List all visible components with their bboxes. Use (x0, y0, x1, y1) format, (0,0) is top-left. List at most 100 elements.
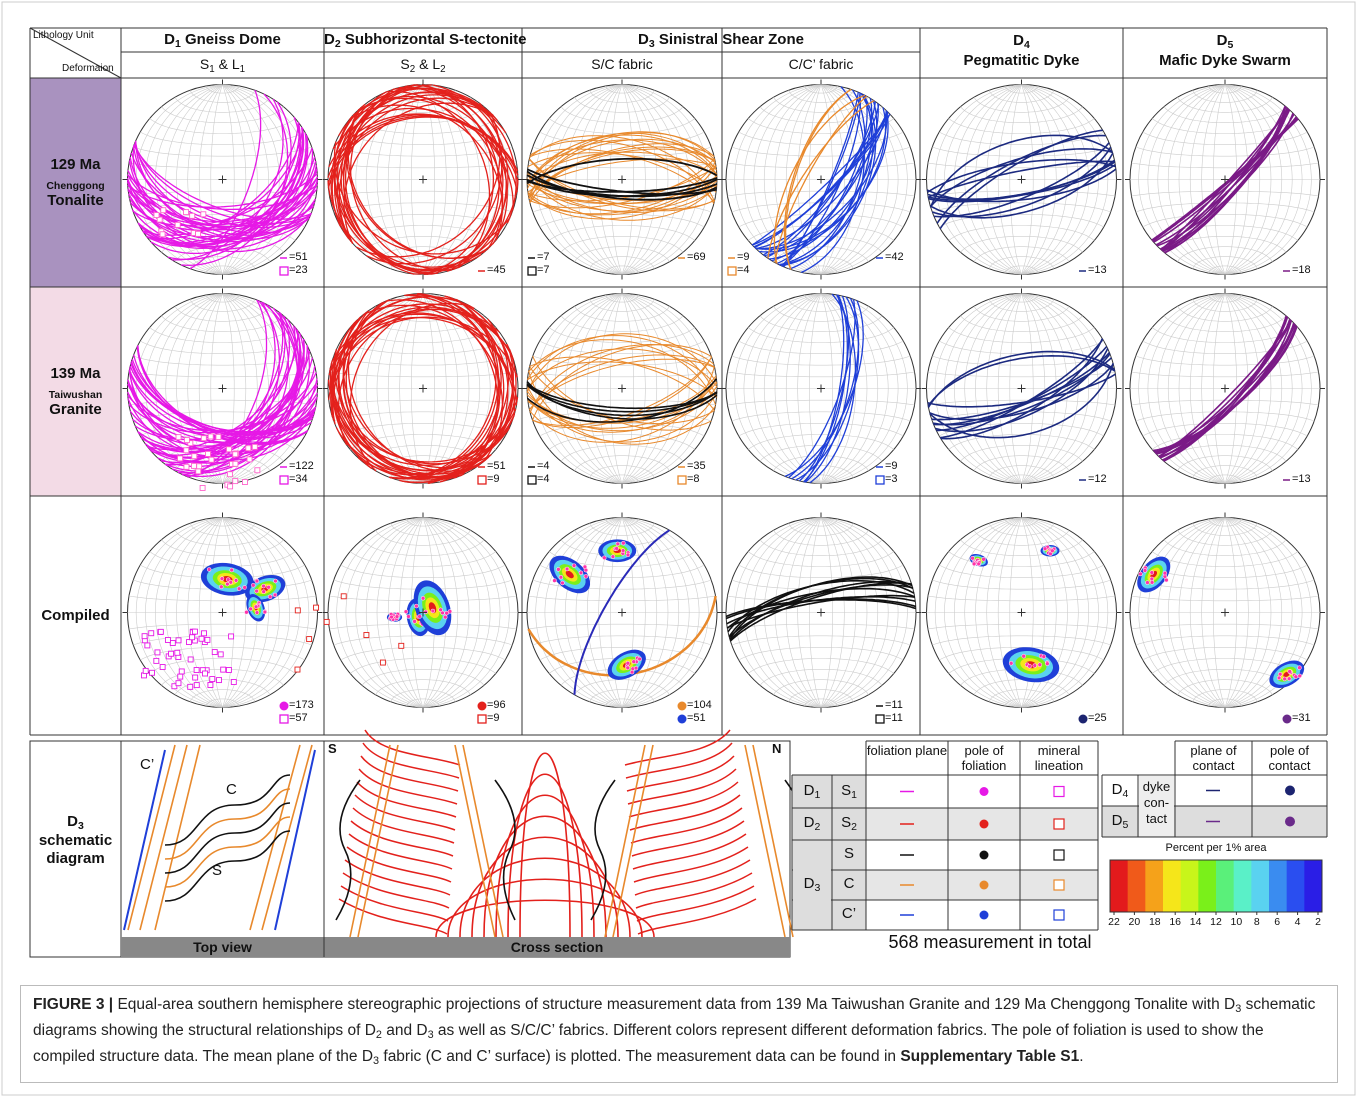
schematic-line-art (436, 900, 654, 937)
lineation-point (191, 463, 196, 468)
lineation-point (209, 457, 214, 462)
text-part: D (638, 31, 649, 48)
pole-point (572, 564, 576, 568)
lineation-point (184, 438, 189, 443)
legend-pole (1285, 817, 1295, 827)
legend-group: D3 (792, 875, 832, 894)
pole-point (230, 568, 234, 572)
count-symbol (678, 715, 687, 724)
schematic-line-art (350, 745, 390, 937)
pole-point (1298, 666, 1302, 670)
count-label: =69 (687, 251, 706, 264)
schematic-line-art (638, 899, 756, 934)
caption-part: . (1079, 1048, 1083, 1065)
count-symbol (678, 476, 686, 484)
schematic-line: diagram (30, 850, 121, 867)
row-label: 129 MaChenggongTonalite (30, 156, 121, 210)
footer-label: Cross section (324, 939, 790, 955)
lineation-point (184, 464, 189, 469)
pole-point (1287, 677, 1291, 681)
lineation-point (199, 636, 204, 641)
text-part: D (804, 782, 815, 799)
pole-point (249, 607, 253, 611)
lineation-point (246, 446, 251, 451)
lineation-point (170, 641, 175, 646)
pole-point (559, 575, 563, 579)
pole-point (602, 556, 606, 560)
count-label: =11 (885, 699, 903, 712)
lineation-point (201, 436, 206, 441)
text-part: S (844, 845, 854, 862)
lineation-point (192, 629, 197, 634)
count-symbol (478, 476, 486, 484)
pole-point (406, 614, 410, 618)
pole-point (1042, 655, 1046, 659)
colorbar-tick-label: 12 (1206, 916, 1226, 928)
legend-header: foliation plane (866, 744, 948, 759)
lineation-point (176, 638, 181, 643)
lineation-point (324, 619, 329, 624)
pole-point (616, 542, 620, 546)
count-symbol (478, 715, 486, 723)
group-title: D3 Sinistral Shear Zone (522, 31, 920, 50)
count-label: =9 (487, 712, 500, 725)
count-label: =57 (289, 712, 308, 725)
count-label: =23 (289, 264, 308, 277)
pole-point (263, 610, 267, 614)
pole-point (621, 549, 625, 553)
footer-label: Top view (121, 939, 324, 955)
schematic-line-art (262, 745, 312, 930)
schematic-line-art (339, 899, 447, 934)
pole-point (431, 609, 435, 613)
lineation-point (155, 650, 160, 655)
lineation-point (221, 667, 226, 672)
pole-point (439, 608, 443, 612)
lineation-point (233, 479, 238, 484)
pole-point (1298, 674, 1302, 678)
text-part: C’ (842, 905, 856, 922)
legend-lineation (1054, 850, 1064, 860)
text-part: C (844, 875, 855, 892)
text-part: D (1013, 32, 1024, 49)
count-label: =4 (537, 473, 550, 486)
pole-point (556, 567, 560, 571)
lineation-point (231, 679, 236, 684)
lineation-point (158, 629, 163, 634)
pole-point (1050, 549, 1054, 553)
lineation-point (196, 231, 201, 236)
caption: FIGURE 3 | Equal-area southern hemispher… (20, 985, 1338, 1083)
pole-point (971, 556, 975, 560)
pole-point (1164, 578, 1168, 582)
row-label: Compiled (30, 607, 121, 624)
text-part: S (841, 814, 851, 831)
pole-point (1277, 676, 1281, 680)
count-label: =7 (537, 264, 550, 277)
pole-point (553, 579, 557, 583)
lineation-point (154, 213, 159, 218)
text-part: Compiled (30, 607, 121, 624)
pole-point (255, 611, 259, 615)
schematic-line-art (463, 745, 503, 937)
count-symbol (280, 702, 289, 711)
lineation-point (184, 448, 189, 453)
schematic-line-art (753, 745, 793, 937)
subscript: 5 (1228, 39, 1234, 51)
pole-point (262, 590, 266, 594)
legend-lineation (1054, 787, 1064, 797)
text-part: Tonalite (30, 192, 121, 209)
lineation-point (252, 444, 257, 449)
legend-pole (980, 881, 989, 890)
count-label: =12 (1088, 473, 1107, 486)
colorbar-swatch (1181, 860, 1199, 912)
pole-point (418, 614, 422, 618)
pole-point (251, 583, 255, 587)
subscript: 3 (815, 882, 821, 894)
lineation-point (233, 461, 238, 466)
lineation-point (178, 456, 183, 461)
legend-pole (980, 911, 989, 920)
subscript: 3 (78, 820, 84, 832)
fabric-label: C/C’ fabric (722, 56, 920, 72)
schematic-line-art (124, 750, 165, 930)
count-label: =51 (289, 251, 308, 264)
pole-point (565, 567, 569, 571)
